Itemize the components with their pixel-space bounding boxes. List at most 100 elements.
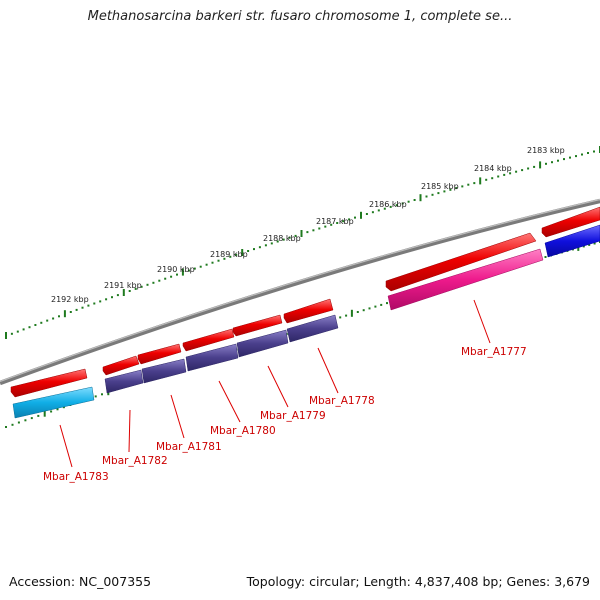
minor-tick bbox=[515, 170, 518, 173]
minor-tick bbox=[377, 209, 380, 212]
minor-tick bbox=[389, 205, 392, 208]
minor-tick bbox=[62, 406, 65, 409]
minor-tick bbox=[152, 281, 155, 284]
reverse-strand-genes bbox=[12, 224, 600, 419]
minor-tick bbox=[94, 395, 97, 398]
major-tick bbox=[63, 310, 66, 318]
major-tick bbox=[479, 177, 482, 185]
minor-tick bbox=[371, 211, 374, 214]
minor-tick bbox=[187, 269, 190, 272]
major-tick bbox=[419, 194, 422, 202]
minor-tick bbox=[545, 162, 547, 165]
minor-tick bbox=[28, 326, 31, 329]
minor-tick bbox=[93, 302, 96, 305]
kbp-label: 2186 kbp bbox=[369, 200, 407, 209]
gene-arrow[interactable] bbox=[137, 343, 182, 365]
gene-label-mbar-a1779[interactable]: Mbar_A1779 bbox=[260, 410, 326, 422]
gene-box-mbar-a1782[interactable] bbox=[104, 369, 144, 394]
gene-arrow[interactable] bbox=[232, 314, 283, 337]
minor-tick bbox=[348, 218, 351, 221]
kbp-label: 2189 kbp bbox=[210, 250, 248, 259]
minor-tick bbox=[37, 414, 40, 417]
minor-tick bbox=[386, 302, 388, 305]
minor-tick bbox=[22, 328, 25, 331]
minor-tick bbox=[312, 229, 315, 232]
minor-tick bbox=[339, 316, 342, 319]
minor-tick bbox=[288, 236, 291, 239]
minor-tick bbox=[205, 263, 208, 266]
gene-arrow[interactable] bbox=[541, 206, 600, 238]
label-leader-lines bbox=[59, 299, 491, 468]
minor-tick bbox=[16, 330, 19, 333]
minor-tick bbox=[356, 311, 359, 313]
minor-tick bbox=[75, 308, 78, 311]
minor-tick bbox=[431, 193, 434, 196]
minor-tick bbox=[134, 287, 137, 290]
minor-tick bbox=[380, 303, 383, 306]
minor-tick bbox=[544, 256, 547, 258]
minor-tick bbox=[176, 273, 178, 276]
gene-label-mbar-a1781[interactable]: Mbar_A1781 bbox=[156, 441, 222, 453]
gene-box-mbar-a1783[interactable] bbox=[12, 386, 95, 419]
minor-tick bbox=[164, 277, 167, 280]
gene-arrow[interactable] bbox=[10, 368, 88, 398]
accession-text: Accession: NC_007355 bbox=[9, 574, 152, 589]
gene-label-mbar-a1780[interactable]: Mbar_A1780 bbox=[210, 425, 276, 437]
minor-tick bbox=[10, 332, 13, 335]
minor-tick bbox=[368, 307, 371, 310]
gene-label-mbar-a1783[interactable]: Mbar_A1783 bbox=[43, 471, 109, 483]
minor-tick bbox=[569, 156, 571, 159]
minor-tick bbox=[46, 319, 49, 322]
minor-tick bbox=[276, 240, 279, 243]
gene-box-mbar-a1780[interactable] bbox=[185, 343, 239, 372]
minor-tick bbox=[324, 225, 327, 228]
minor-tick bbox=[270, 242, 273, 245]
minor-tick bbox=[575, 155, 577, 158]
minor-tick bbox=[437, 192, 440, 195]
minor-tick bbox=[56, 408, 59, 411]
minor-tick bbox=[158, 279, 161, 282]
gene-arrow[interactable] bbox=[102, 355, 140, 376]
map-title: Methanosarcina barkeri str. fusaro chrom… bbox=[87, 9, 513, 24]
minor-tick bbox=[81, 306, 84, 309]
kbp-label: 2188 kbp bbox=[263, 234, 301, 243]
minor-tick bbox=[342, 220, 345, 223]
gene-box-mbar-a1777[interactable] bbox=[387, 248, 544, 311]
genome-backbone bbox=[0, 198, 600, 386]
minor-tick bbox=[217, 259, 220, 262]
minor-tick bbox=[588, 243, 591, 246]
minor-tick bbox=[551, 161, 553, 164]
gene-label-mbar-a1778[interactable]: Mbar_A1778 bbox=[309, 395, 375, 407]
minor-tick bbox=[105, 298, 108, 301]
gene-box-mbar-a1781[interactable] bbox=[141, 358, 187, 384]
minor-tick bbox=[146, 283, 149, 286]
minor-tick bbox=[330, 223, 333, 226]
minor-tick bbox=[52, 317, 55, 320]
kbp-label: 2185 kbp bbox=[421, 182, 459, 191]
gene-label-mbar-a1782[interactable]: Mbar_A1782 bbox=[102, 455, 168, 467]
major-tick bbox=[5, 332, 7, 339]
minor-tick bbox=[99, 300, 102, 303]
gene-arrow[interactable] bbox=[283, 298, 334, 324]
gene-label-mbar-a1777[interactable]: Mbar_A1777 bbox=[461, 346, 527, 358]
minor-tick bbox=[101, 393, 103, 396]
minor-tick bbox=[199, 265, 202, 268]
minor-tick bbox=[336, 222, 339, 224]
minor-tick bbox=[128, 290, 131, 292]
forward-strand-genes bbox=[10, 206, 600, 398]
minor-tick bbox=[282, 238, 285, 241]
gene-box-mbar-a1778[interactable] bbox=[286, 314, 339, 343]
gene-box-blue[interactable] bbox=[544, 224, 600, 258]
minor-tick bbox=[362, 309, 365, 312]
gene-arrow[interactable] bbox=[385, 232, 537, 292]
minor-tick bbox=[587, 152, 589, 154]
minor-tick bbox=[491, 177, 494, 180]
major-tick bbox=[122, 289, 125, 296]
gene-arrow[interactable] bbox=[182, 328, 235, 352]
minor-tick bbox=[87, 304, 90, 307]
minor-tick bbox=[527, 167, 530, 170]
gene-box-mbar-a1779[interactable] bbox=[236, 329, 289, 358]
kbp-label: 2190 kbp bbox=[157, 265, 195, 274]
minor-tick bbox=[34, 324, 37, 326]
